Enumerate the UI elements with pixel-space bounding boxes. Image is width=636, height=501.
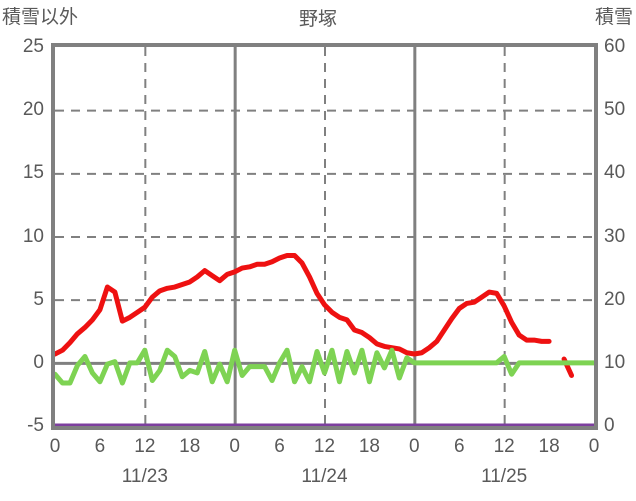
chart-svg bbox=[55, 47, 594, 426]
right-y-tick: 60 bbox=[604, 36, 626, 57]
right-y-tick: 30 bbox=[604, 225, 626, 247]
left-y-tick: 20 bbox=[22, 99, 44, 121]
x-axis-tick: 0 bbox=[229, 436, 240, 457]
plot-area bbox=[51, 43, 598, 430]
right-axis-unit-label: 積雪 bbox=[594, 7, 633, 28]
plot-inner bbox=[55, 47, 594, 426]
left-y-tick: 25 bbox=[22, 36, 44, 57]
right-y-tick: 40 bbox=[604, 162, 626, 184]
left-y-axis: 25 20 15 10 5 0 -5 bbox=[0, 0, 44, 501]
left-y-tick: -5 bbox=[27, 415, 44, 436]
right-y-tick: 10 bbox=[604, 351, 626, 373]
x-axis-tick: 0 bbox=[49, 436, 61, 457]
x-axis-tick: 6 bbox=[94, 436, 106, 457]
chart-title: 野塚 bbox=[298, 9, 337, 30]
left-axis-unit-label: 積雪以外 bbox=[2, 7, 79, 28]
x-axis-day-label: 11/24 bbox=[301, 466, 348, 487]
left-y-tick: 15 bbox=[22, 162, 44, 184]
right-y-tick: 20 bbox=[604, 288, 626, 310]
x-axis-tick: 6 bbox=[453, 436, 465, 457]
right-y-tick: 50 bbox=[604, 99, 626, 121]
x-axis-tick: 12 bbox=[493, 436, 515, 457]
x-axis-tick: 18 bbox=[179, 436, 201, 457]
x-axis-day-labels: 11/23 11/24 11/25 bbox=[0, 466, 636, 496]
x-axis-day-label: 11/25 bbox=[481, 466, 528, 487]
x-axis-day-label: 11/23 bbox=[121, 466, 168, 487]
x-axis-tick: 0 bbox=[588, 436, 600, 457]
x-axis-tick: 18 bbox=[358, 436, 380, 457]
x-axis-tick: 6 bbox=[274, 436, 285, 457]
left-y-tick: 10 bbox=[22, 225, 44, 247]
x-axis-tick: 12 bbox=[313, 436, 336, 457]
x-axis-ticks: 0 6 12 18 0 6 12 18 0 6 12 18 0 bbox=[0, 436, 636, 462]
right-y-axis: 60 50 40 30 20 10 0 bbox=[604, 0, 636, 501]
x-axis-tick: 0 bbox=[409, 436, 420, 457]
right-y-tick: 0 bbox=[604, 415, 615, 436]
left-y-tick: 5 bbox=[33, 288, 44, 310]
x-axis-tick: 12 bbox=[134, 436, 156, 457]
x-axis-tick: 18 bbox=[538, 436, 560, 457]
left-y-tick: 0 bbox=[33, 351, 44, 373]
